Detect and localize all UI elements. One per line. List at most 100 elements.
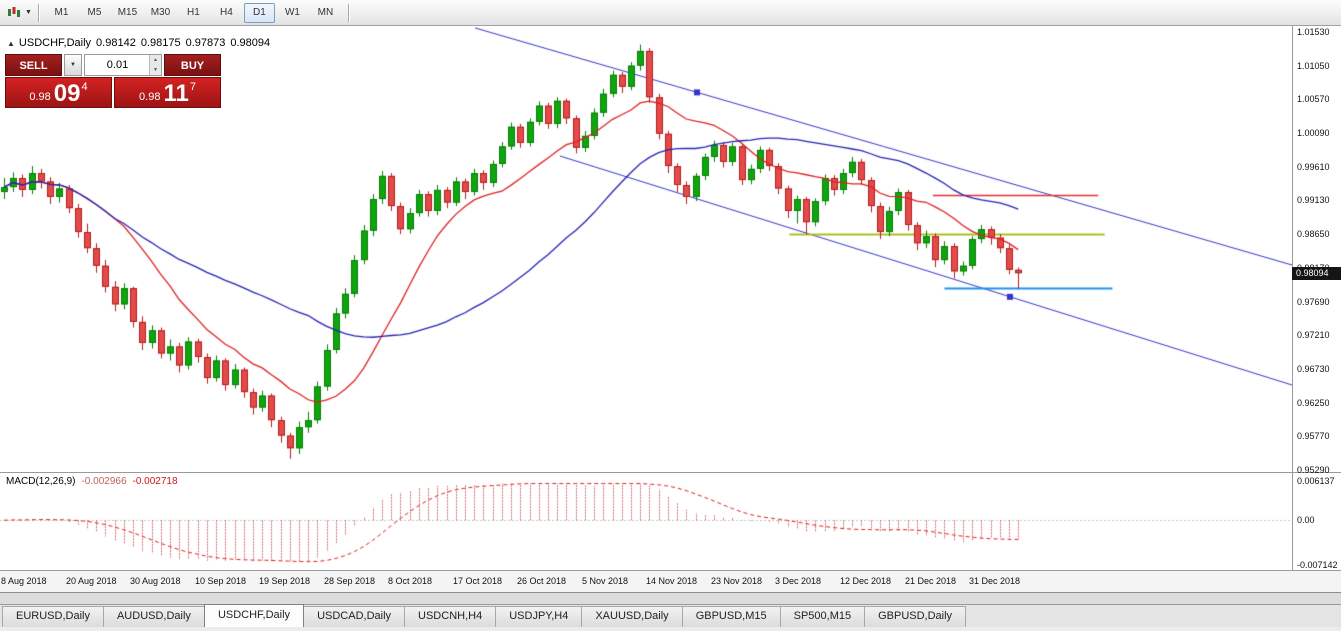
- tab-usdjpy-h4[interactable]: USDJPY,H4: [495, 606, 583, 627]
- price-axis: 1.01530 1.01050 1.00570 1.00090 0.99610 0.991…: [1293, 26, 1341, 475]
- macd-signal-value: -0.002718: [132, 476, 178, 487]
- price-axis-label: 0.96730: [1297, 363, 1330, 374]
- ask-price-point: 7: [189, 81, 196, 93]
- date-axis-label: 26 Oct 2018: [517, 576, 567, 586]
- date-axis-label: 31 Dec 2018: [969, 576, 1021, 586]
- tab-usdchf-daily[interactable]: USDCHF,Daily: [203, 604, 305, 627]
- date-axis-label: 28 Sep 2018: [324, 576, 376, 586]
- macd-axis-label-zero: 0.00: [1297, 515, 1315, 525]
- one-click-controls-row: SELL ▼ ▲ ▼ BUY: [5, 54, 221, 76]
- macd-axis-label-bottom: -0.007142: [1297, 560, 1338, 570]
- date-axis-label: 19 Sep 2018: [259, 576, 311, 586]
- price-axis-label: 0.98650: [1297, 229, 1330, 240]
- ohlc-open-value: 0.98142: [96, 37, 136, 49]
- price-axis-label: 1.01530: [1297, 26, 1330, 37]
- tab-gbpusd-m15[interactable]: GBPUSD,M15: [681, 606, 781, 627]
- one-click-trading-panel: SELL ▼ ▲ ▼ BUY 0.98 09 4 0.9: [5, 54, 221, 108]
- date-axis-label: 5 Nov 2018: [582, 576, 629, 586]
- macd-main-value: -0.002966: [81, 476, 127, 487]
- sell-button[interactable]: SELL: [5, 54, 62, 76]
- timeframe-toolbar: M1 M5 M15 M30 H1 H4 D1 W1 MN: [45, 2, 342, 23]
- volume-decrease-button[interactable]: ▼: [149, 65, 161, 75]
- price-axis-label: 0.99610: [1297, 161, 1330, 172]
- tab-sp500-m15[interactable]: SP500,M15: [779, 606, 866, 627]
- price-axis-label: 1.01050: [1297, 60, 1330, 71]
- toolbar-separator: [37, 3, 39, 22]
- macd-name: MACD(12,26,9): [6, 476, 76, 487]
- volume-field-wrap: ▲ ▼: [84, 54, 162, 76]
- toolbar-separator: [347, 3, 349, 22]
- ohlc-low-value: 0.97873: [185, 37, 226, 49]
- tab-eurusd-daily[interactable]: EURUSD,Daily: [2, 606, 104, 627]
- date-axis: 8 Aug 2018 20 Aug 2018 30 Aug 2018 10 Sep 2…: [0, 571, 1341, 592]
- dropdown-arrow-icon: ▼: [70, 62, 76, 68]
- date-axis-label: 17 Oct 2018: [453, 576, 503, 586]
- chart-type-group: ▼: [5, 4, 32, 21]
- macd-axis-label-top: 0.006137: [1297, 476, 1335, 486]
- date-axis-label: 8 Oct 2018: [388, 576, 433, 586]
- toolbar-dropdown-icon[interactable]: ▼: [25, 9, 32, 16]
- toolbar: ▼ M1 M5 M15 M30 H1 H4 D1 W1 MN: [0, 0, 1341, 26]
- price-axis-label: 0.97690: [1297, 296, 1330, 307]
- chart-window: 1.01530 1.01050 1.00570 1.00090 0.99610 0.991…: [0, 26, 1341, 593]
- timeframe-button-d1[interactable]: D1: [243, 2, 275, 23]
- current-price-tag: 0.98094: [1292, 267, 1341, 280]
- window-bottom-strip: [0, 627, 1341, 631]
- tab-usdcad-daily[interactable]: USDCAD,Daily: [303, 606, 406, 627]
- date-axis-label: 23 Nov 2018: [711, 576, 763, 586]
- tab-xauusd-daily[interactable]: XAUUSD,Daily: [581, 606, 683, 627]
- timeframe-button-w1[interactable]: W1: [284, 6, 300, 18]
- title-marker-icon: ▲: [7, 39, 15, 48]
- chart-symbol-period: USDCHF,Daily: [18, 37, 92, 49]
- volume-spinner: ▲ ▼: [149, 55, 161, 75]
- date-axis-label: 20 Aug 2018: [66, 576, 117, 586]
- timeframe-button-m5[interactable]: M5: [87, 6, 102, 18]
- one-click-prices-row: 0.98 09 4 0.98 11 7: [5, 77, 221, 108]
- ohlc-close-value: 0.98094: [230, 37, 271, 49]
- chart-tab-bar: EURUSD,Daily AUDUSD,Daily USDCHF,Daily USDC…: [0, 604, 1341, 627]
- sell-price-display[interactable]: 0.98 09 4: [5, 77, 112, 108]
- bid-price-point: 4: [81, 81, 88, 93]
- tab-usdcnh-h4[interactable]: USDCNH,H4: [404, 606, 497, 627]
- price-axis-label: 0.99130: [1297, 195, 1330, 206]
- tab-audusd-daily[interactable]: AUDUSD,Daily: [102, 606, 205, 627]
- timeframe-button-mn[interactable]: MN: [317, 6, 334, 18]
- volume-input[interactable]: [84, 54, 162, 76]
- ask-price-pips: 11: [163, 80, 189, 107]
- ohlc-high-value: 0.98175: [140, 37, 181, 49]
- macd-indicator-label: MACD(12,26,9) -0.002966 -0.002718: [6, 476, 178, 487]
- bid-price-prefix: 0.98: [29, 91, 51, 103]
- chart-title: ▲ USDCHF,Daily 0.98142 0.98175 0.97873 0.9809…: [7, 37, 270, 49]
- volume-increase-button[interactable]: ▲: [149, 55, 161, 65]
- ask-price-prefix: 0.98: [139, 91, 161, 103]
- buy-price-display[interactable]: 0.98 11 7: [114, 77, 221, 108]
- candlestick-chart-icon[interactable]: [5, 4, 23, 21]
- workspace-gap: [0, 593, 1341, 604]
- buy-button[interactable]: BUY: [164, 54, 221, 76]
- price-axis-label: 0.97210: [1297, 330, 1330, 341]
- timeframe-button-m30[interactable]: M30: [150, 6, 171, 18]
- price-axis-label: 1.00570: [1297, 94, 1330, 105]
- timeframe-button-m15[interactable]: M15: [117, 6, 138, 18]
- price-axis-label: 0.95290: [1297, 465, 1330, 475]
- date-axis-label: 14 Nov 2018: [646, 576, 698, 586]
- date-axis-label: 30 Aug 2018: [130, 576, 181, 586]
- timeframe-button-h1[interactable]: H1: [187, 6, 200, 18]
- date-axis-label: 21 Dec 2018: [905, 576, 957, 586]
- date-axis-label: 12 Dec 2018: [840, 576, 892, 586]
- pane-separator[interactable]: [0, 570, 1341, 571]
- date-axis-label: 10 Sep 2018: [195, 576, 247, 586]
- bid-price-pips: 09: [53, 80, 81, 107]
- volume-dropdown-button[interactable]: ▼: [64, 54, 82, 76]
- price-axis-border: [1292, 26, 1293, 571]
- date-axis-label: 8 Aug 2018: [1, 576, 47, 586]
- pane-separator[interactable]: [0, 472, 1341, 473]
- timeframe-button-m1[interactable]: M1: [54, 6, 69, 18]
- macd-chart-canvas[interactable]: [0, 473, 1292, 570]
- timeframe-button-h4[interactable]: H4: [220, 6, 233, 18]
- price-axis-label: 1.00090: [1297, 128, 1330, 139]
- price-axis-label: 0.96250: [1297, 397, 1330, 408]
- date-axis-label: 3 Dec 2018: [775, 576, 822, 586]
- tab-gbpusd-daily[interactable]: GBPUSD,Daily: [864, 606, 967, 627]
